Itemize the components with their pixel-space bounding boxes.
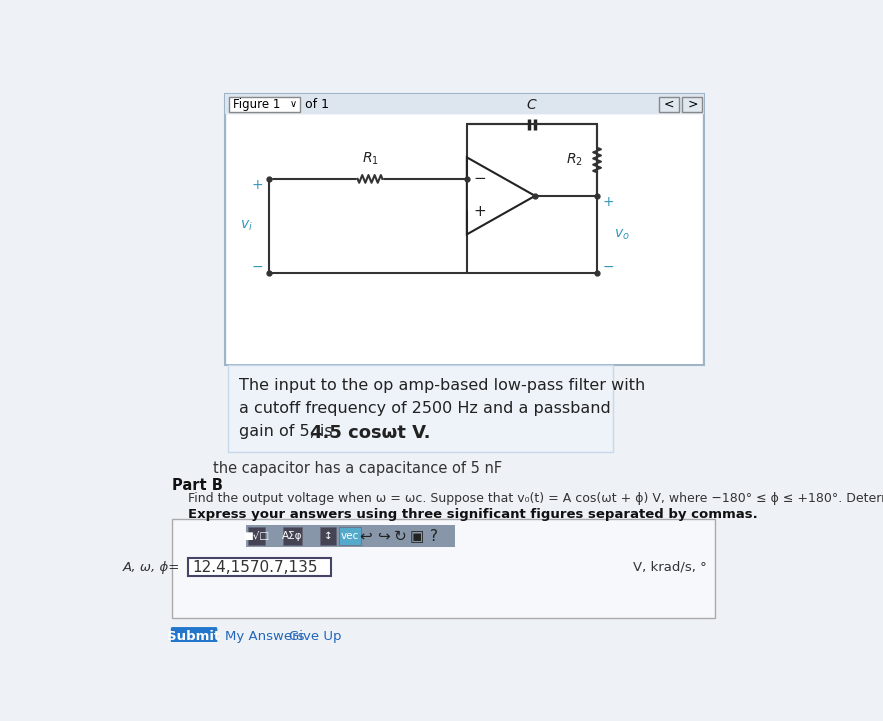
Text: $C$: $C$ bbox=[526, 98, 538, 112]
Text: +: + bbox=[252, 178, 263, 192]
Text: vec: vec bbox=[341, 531, 359, 541]
FancyBboxPatch shape bbox=[225, 94, 704, 366]
Text: Find the output voltage when ω = ωc. Suppose that v₀(t) = A cos(ωt + ϕ) V, where: Find the output voltage when ω = ωc. Sup… bbox=[188, 492, 883, 505]
Text: Express your answers using three significant figures separated by commas.: Express your answers using three signifi… bbox=[188, 508, 758, 521]
FancyBboxPatch shape bbox=[227, 115, 703, 363]
FancyBboxPatch shape bbox=[321, 527, 336, 546]
Text: ↕: ↕ bbox=[324, 531, 333, 541]
Text: −: − bbox=[603, 260, 615, 274]
Text: A, ω, ϕ=: A, ω, ϕ= bbox=[123, 560, 185, 573]
FancyBboxPatch shape bbox=[188, 558, 331, 576]
FancyBboxPatch shape bbox=[172, 519, 715, 618]
Text: <: < bbox=[664, 98, 675, 111]
Text: 12.4,1570.7,135: 12.4,1570.7,135 bbox=[192, 559, 318, 575]
Text: V, krad/s, °: V, krad/s, ° bbox=[633, 560, 707, 573]
FancyBboxPatch shape bbox=[229, 97, 300, 112]
FancyBboxPatch shape bbox=[228, 366, 614, 451]
Text: ?: ? bbox=[430, 528, 438, 544]
Text: Figure 1: Figure 1 bbox=[233, 98, 280, 111]
FancyBboxPatch shape bbox=[683, 97, 703, 112]
Text: ↩: ↩ bbox=[359, 528, 373, 544]
Text: ΑΣφ: ΑΣφ bbox=[283, 531, 303, 541]
FancyBboxPatch shape bbox=[170, 627, 217, 645]
Text: $v_i$: $v_i$ bbox=[239, 218, 253, 233]
Text: ▣: ▣ bbox=[410, 528, 425, 544]
FancyBboxPatch shape bbox=[283, 527, 302, 546]
FancyBboxPatch shape bbox=[339, 527, 360, 546]
FancyBboxPatch shape bbox=[225, 94, 704, 114]
Text: Submit: Submit bbox=[168, 630, 221, 643]
Text: Give Up: Give Up bbox=[290, 630, 342, 643]
Text: +: + bbox=[603, 195, 615, 209]
Text: The input to the op amp-based low-pass filter with: The input to the op amp-based low-pass f… bbox=[239, 378, 645, 392]
Text: ↪: ↪ bbox=[377, 528, 389, 544]
Text: $v_o$: $v_o$ bbox=[614, 227, 630, 242]
Text: gain of 5, is: gain of 5, is bbox=[239, 424, 338, 439]
Text: $R_1$: $R_1$ bbox=[361, 151, 379, 167]
Text: ■√□: ■√□ bbox=[243, 531, 269, 541]
Text: 4.5 cosωt V.: 4.5 cosωt V. bbox=[310, 424, 431, 442]
Text: −: − bbox=[252, 260, 263, 274]
Text: a cutoff frequency of 2500 Hz and a passband: a cutoff frequency of 2500 Hz and a pass… bbox=[239, 401, 611, 416]
Text: Part B: Part B bbox=[172, 478, 223, 492]
FancyBboxPatch shape bbox=[246, 526, 456, 547]
Text: of 1: of 1 bbox=[305, 98, 328, 111]
Text: $R_2$: $R_2$ bbox=[566, 152, 583, 168]
Text: My Answers: My Answers bbox=[225, 630, 305, 643]
FancyBboxPatch shape bbox=[247, 527, 265, 546]
Text: −: − bbox=[473, 172, 486, 187]
Text: +: + bbox=[473, 204, 486, 218]
Text: ∨: ∨ bbox=[290, 99, 297, 109]
FancyBboxPatch shape bbox=[659, 97, 679, 112]
Text: ↻: ↻ bbox=[394, 528, 406, 544]
Text: the capacitor has a capacitance of 5 nF: the capacitor has a capacitance of 5 nF bbox=[214, 461, 502, 476]
Text: >: > bbox=[687, 98, 698, 111]
